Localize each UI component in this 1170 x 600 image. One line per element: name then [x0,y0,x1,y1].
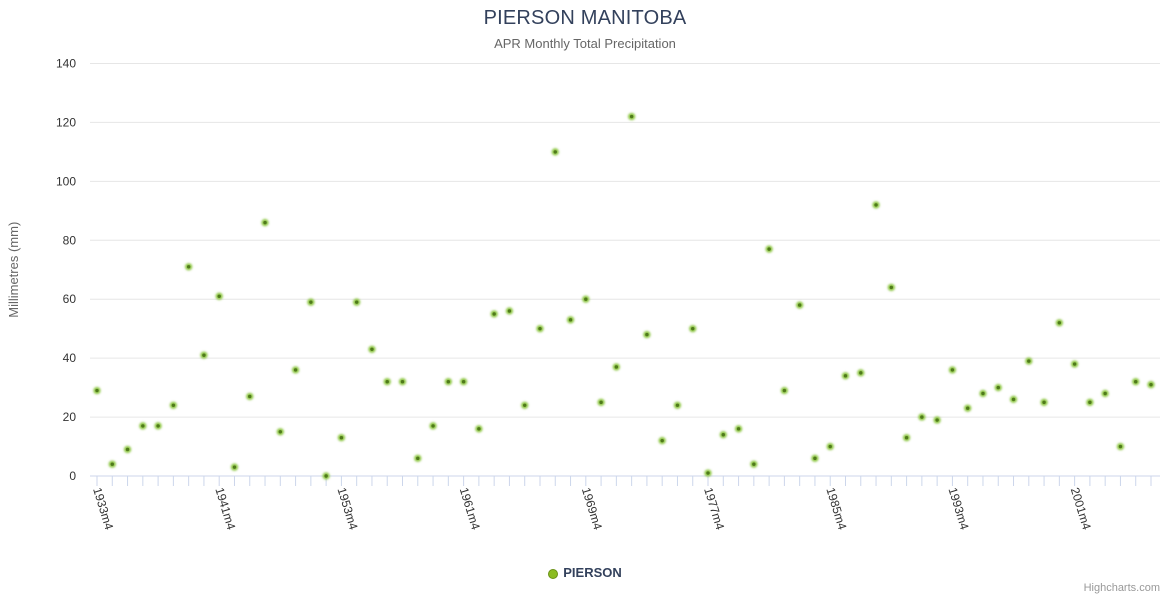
svg-text:1993m4: 1993m4 [946,486,972,532]
svg-text:1961m4: 1961m4 [457,486,483,532]
svg-text:1933m4: 1933m4 [90,486,116,532]
svg-text:100: 100 [56,174,76,188]
svg-text:0: 0 [69,469,76,483]
svg-text:20: 20 [63,410,77,424]
svg-text:1977m4: 1977m4 [701,486,727,532]
svg-text:40: 40 [63,351,77,365]
svg-text:60: 60 [63,292,77,306]
svg-text:80: 80 [63,233,77,247]
svg-text:1969m4: 1969m4 [579,486,605,532]
svg-text:1941m4: 1941m4 [212,486,238,532]
svg-text:120: 120 [56,115,76,129]
svg-text:140: 140 [56,57,76,71]
svg-text:1985m4: 1985m4 [823,486,849,532]
svg-text:1953m4: 1953m4 [335,486,361,532]
svg-text:Millimetres (mm): Millimetres (mm) [6,222,21,318]
svg-text:2001m4: 2001m4 [1068,486,1094,532]
